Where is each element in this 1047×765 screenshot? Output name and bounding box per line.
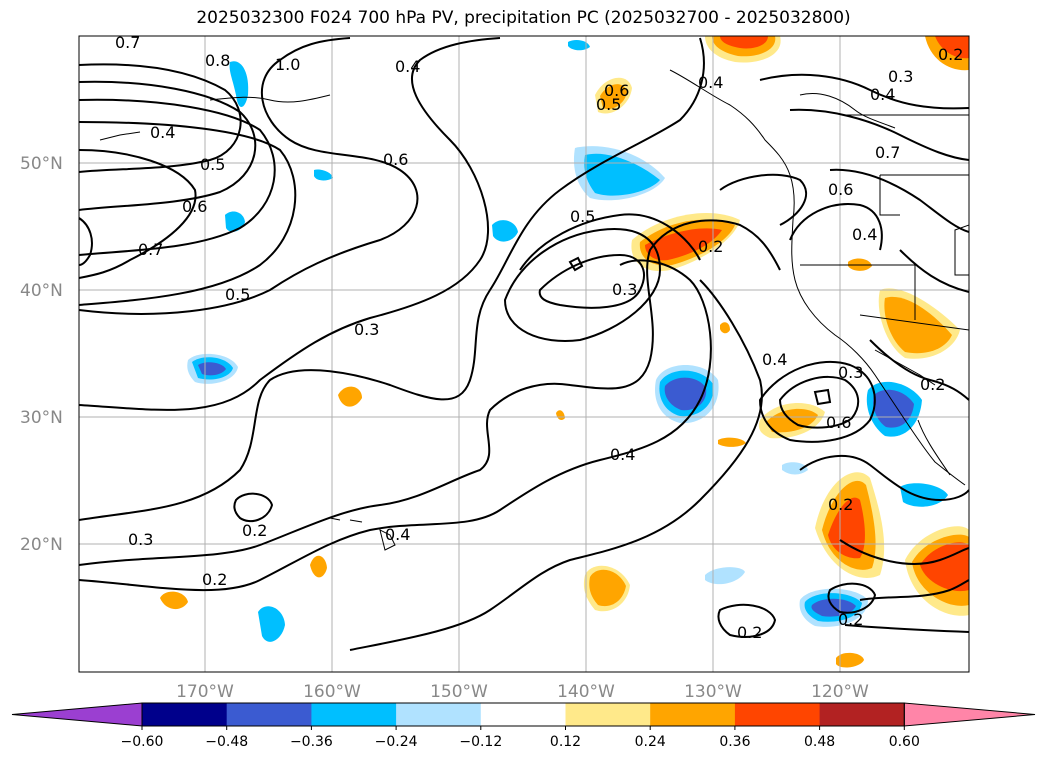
colorbar-frame — [141, 702, 905, 727]
colorbar-segment — [396, 703, 482, 726]
coastlines — [99, 69, 969, 551]
colorbar-extend-low — [11, 702, 143, 727]
contour-label: 0.3 — [838, 363, 863, 382]
lat-label: 30°N — [20, 408, 63, 428]
colorbar-tick-label: −0.48 — [205, 734, 248, 750]
contour-label: 0.4 — [762, 350, 787, 369]
contour-label: 0.7 — [875, 143, 900, 162]
contour-label: 0.7 — [138, 240, 163, 259]
lat-label: 40°N — [20, 281, 63, 301]
lon-label: 140°W — [557, 682, 615, 702]
lat-label: 50°N — [20, 154, 63, 174]
colorbar-segment — [650, 703, 736, 726]
colorbar-tick-label: 0.48 — [804, 734, 835, 750]
contour-label: 0.2 — [838, 610, 863, 629]
lon-label: 170°W — [176, 682, 234, 702]
contour-label: 0.6 — [604, 81, 629, 100]
colorbar: −0.60 −0.48 −0.36 −0.24 −0.12 0.12 0.24 0.36 0.4… — [11, 702, 1036, 750]
contour-label: 0.6 — [383, 150, 408, 169]
latitude-labels: 50°N 40°N 30°N 20°N — [20, 154, 63, 555]
contour-label: 0.3 — [128, 530, 153, 549]
lon-label: 120°W — [811, 682, 869, 702]
lat-label: 20°N — [20, 535, 63, 555]
plot-frame — [78, 35, 970, 673]
contour-label: 0.3 — [612, 280, 637, 299]
lon-label: 150°W — [430, 682, 488, 702]
contour-label: 0.2 — [938, 45, 963, 64]
contour-label: 0.5 — [570, 207, 595, 226]
contour-label: 1.0 — [275, 55, 300, 74]
contour-label: 0.2 — [828, 495, 853, 514]
contour-label: 0.4 — [150, 123, 175, 142]
contour-label: 0.4 — [698, 73, 723, 92]
longitude-labels: 170°W 160°W 150°W 140°W 130°W 120°W — [176, 682, 869, 702]
colorbar-tick-label: −0.60 — [121, 734, 164, 750]
contour-label: 0.6 — [182, 197, 207, 216]
contour-labels: 0.7 0.8 1.0 0.4 0.4 0.5 0.6 0.5 0.6 0.4 … — [115, 33, 963, 642]
colorbar-tick-label: 0.60 — [889, 734, 920, 750]
contour-label: 0.2 — [737, 623, 762, 642]
colorbar-segment — [311, 703, 397, 726]
grid-lines — [79, 36, 969, 672]
contour-label: 0.2 — [242, 521, 267, 540]
colorbar-segment — [565, 703, 651, 726]
contour-label: 0.4 — [870, 85, 895, 104]
contour-label: 0.5 — [200, 155, 225, 174]
colorbar-tick-label: 0.24 — [635, 734, 666, 750]
contour-label: 0.5 — [225, 285, 250, 304]
map-plot-area: 0.7 0.8 1.0 0.4 0.4 0.5 0.6 0.5 0.6 0.4 … — [79, 33, 969, 672]
contour-label: 0.2 — [920, 375, 945, 394]
contour-label: 0.3 — [888, 67, 913, 86]
contour-label: 0.4 — [395, 57, 420, 76]
contour-label: 0.7 — [115, 33, 140, 52]
colorbar-segment — [819, 703, 905, 726]
contour-label: 0.2 — [698, 237, 723, 256]
colorbar-segment — [142, 703, 228, 726]
colorbar-tick-label: 0.12 — [550, 734, 581, 750]
lon-label: 130°W — [684, 682, 742, 702]
colorbar-segment — [226, 703, 312, 726]
lon-label: 160°W — [303, 682, 361, 702]
colorbar-tick-label: −0.36 — [290, 734, 333, 750]
colorbar-extend-high — [903, 702, 1036, 727]
colorbar-tick-label: 0.36 — [719, 734, 750, 750]
contour-label: 0.2 — [202, 570, 227, 589]
contour-label: 0.4 — [610, 445, 635, 464]
map-title: 2025032300 F024 700 hPa PV, precipitatio… — [196, 8, 851, 28]
contour-label: 0.3 — [354, 320, 379, 339]
colorbar-segment — [734, 703, 821, 726]
colorbar-tick-label: −0.24 — [375, 734, 418, 750]
contour-label: 0.6 — [828, 180, 853, 199]
colorbar-tick-label: −0.12 — [459, 734, 502, 750]
contour-label: 0.8 — [205, 51, 230, 70]
colorbar-segment — [480, 703, 566, 726]
contour-label: 0.5 — [596, 95, 621, 114]
pv-contours — [79, 37, 969, 651]
contour-label: 0.4 — [852, 225, 877, 244]
contour-label: 0.6 — [826, 413, 851, 432]
contour-label: 0.4 — [385, 525, 410, 544]
